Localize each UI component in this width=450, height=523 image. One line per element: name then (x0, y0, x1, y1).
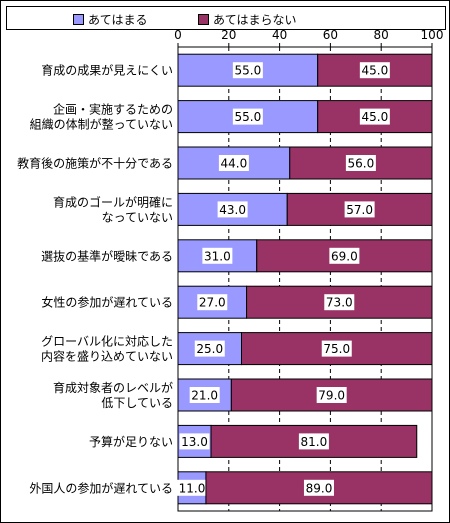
data-label-box-0-3 (217, 201, 248, 218)
legend-swatch-agree (73, 14, 84, 25)
data-label-0-9: 11.0 (179, 481, 206, 495)
category-label-5-0: 女性の参加が遅れている (41, 295, 173, 310)
data-label-box-0-8 (179, 433, 210, 450)
category-label-6-1: 内容を盛り込めていない (41, 349, 173, 364)
data-label-box-1-2 (345, 155, 376, 171)
bar-1-8 (210, 424, 418, 458)
data-label-box-1-5 (324, 294, 355, 311)
data-label-box-1-8 (298, 433, 329, 450)
category-label-2-0: 教育後の施策が不十分である (17, 156, 173, 171)
data-label-box-1-4 (329, 247, 360, 264)
data-label-box-1-6 (321, 340, 352, 357)
data-label-1-8: 81.0 (301, 435, 328, 449)
category-label-1-1: 組織の体制が整っていない (30, 117, 173, 132)
data-label-box-1-9 (303, 479, 334, 496)
category-label-4-0: 選抜の基準が曖昧である (41, 248, 173, 263)
plot-area (177, 46, 433, 512)
legend-item-disagree: あてはまらない (198, 11, 297, 28)
data-label-1-5: 73.0 (326, 296, 353, 310)
data-label-0-3: 43.0 (219, 203, 246, 217)
category-label-7-0: 育成対象者のレベルが (53, 380, 173, 395)
category-label-3-0: 育成のゴールが明確に (53, 194, 173, 209)
x-tick-label-5: 100 (421, 28, 444, 42)
data-label-box-0-9 (176, 479, 207, 496)
legend: あてはまる あてはまらない (6, 6, 446, 30)
data-label-1-3: 57.0 (346, 203, 373, 217)
x-tick-label-1: 20 (221, 28, 236, 42)
data-label-box-0-0 (232, 62, 263, 79)
data-label-0-2: 44.0 (221, 157, 248, 171)
data-label-box-0-6 (194, 340, 225, 357)
data-label-0-8: 13.0 (181, 435, 208, 449)
data-label-box-1-7 (316, 387, 347, 403)
data-label-0-1: 55.0 (234, 110, 261, 124)
data-label-1-1: 45.0 (361, 110, 388, 124)
data-label-1-0: 45.0 (361, 64, 388, 78)
data-label-box-0-7 (189, 387, 220, 403)
data-label-0-7: 21.0 (191, 389, 218, 403)
data-label-0-6: 25.0 (196, 342, 223, 356)
data-label-1-7: 79.0 (318, 389, 345, 403)
category-label-9-0: 外国人の参加が遅れている (29, 480, 173, 495)
category-label-6-0: グローバル化に対応した (41, 335, 173, 349)
data-label-0-0: 55.0 (234, 64, 261, 78)
x-tick-label-0: 0 (174, 28, 182, 42)
data-label-box-1-0 (359, 62, 390, 79)
x-tick-label-2: 40 (272, 28, 287, 42)
category-label-8-0: 予算が足りない (89, 434, 173, 449)
data-label-1-9: 89.0 (306, 481, 333, 495)
data-label-box-0-1 (232, 108, 263, 125)
category-label-7-1: 低下している (101, 396, 173, 410)
category-label-3-1: なっていない (102, 210, 173, 224)
data-label-box-0-2 (218, 155, 249, 171)
legend-item-agree: あてはまる (73, 11, 148, 28)
data-label-box-0-5 (197, 294, 228, 311)
x-tick-label-3: 60 (323, 28, 338, 42)
data-label-0-5: 27.0 (199, 296, 226, 310)
data-label-1-2: 56.0 (348, 157, 375, 171)
data-label-box-0-4 (202, 247, 233, 264)
data-label-0-4: 31.0 (204, 249, 231, 263)
legend-label-agree: あてはまる (88, 13, 148, 27)
data-label-1-4: 69.0 (331, 249, 358, 263)
category-label-1-0: 企画・実施するための (53, 102, 173, 117)
data-label-box-1-1 (359, 108, 390, 125)
x-tick-label-4: 80 (374, 28, 389, 42)
data-label-box-1-3 (344, 201, 375, 218)
data-label-1-6: 75.0 (323, 342, 350, 356)
legend-label-disagree: あてはまらない (213, 13, 297, 27)
legend-swatch-disagree (198, 14, 209, 25)
category-label-0-0: 育成の成果が見えにくい (41, 63, 173, 78)
